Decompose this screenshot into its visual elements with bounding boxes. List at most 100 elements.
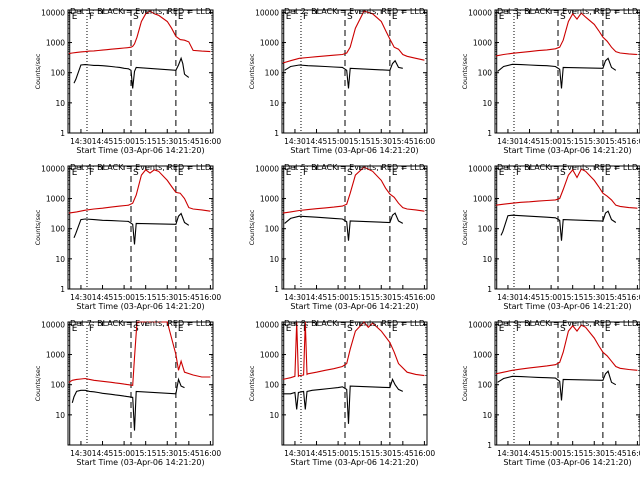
y-axis-label: Counts/sec: [248, 53, 256, 89]
y-axis-label: Counts/sec: [34, 53, 42, 89]
plot-frame: [494, 321, 640, 446]
chart-title: Det 1: BLACK = Events, RED = LLD: [70, 7, 211, 16]
y-tick-label: 10000: [468, 8, 492, 17]
x-tick-label: 14:30: [70, 449, 92, 458]
series-line-black: [497, 57, 617, 89]
x-tick-label: 15:00: [113, 137, 135, 146]
x-tick-label: 16:00: [414, 449, 436, 458]
chart-title: Det 6: BLACK = Events, RED = LLD: [497, 163, 638, 172]
y-tick-label: 100: [265, 225, 280, 234]
series-line-black: [284, 212, 404, 241]
event-marker: S: [347, 12, 353, 22]
x-tick-label: 15:45: [392, 293, 414, 302]
plot-frame: [494, 165, 640, 290]
y-tick-label: 10: [269, 255, 279, 264]
x-tick-label: 14:30: [497, 449, 519, 458]
y-axis-label: Counts/sec: [461, 365, 469, 401]
plot-frame: [281, 165, 428, 290]
y-tick-label: 1: [274, 129, 279, 138]
plot-frame: [67, 321, 214, 446]
plot-frame: [281, 9, 428, 134]
y-tick-label: 10000: [468, 320, 492, 329]
x-tick-label: 15:15: [135, 137, 157, 146]
x-tick-label: 14:30: [497, 293, 519, 302]
x-tick-label: 14:45: [92, 449, 114, 458]
x-axis-label: Start Time (03-Apr-06 14:21:20): [503, 458, 631, 467]
event-marker: S: [133, 12, 139, 22]
y-tick-label: 10000: [255, 320, 279, 329]
y-tick-label: 10: [482, 411, 492, 420]
x-tick-label: 15:15: [562, 137, 584, 146]
event-marker: E: [605, 12, 611, 22]
y-tick-label: 10000: [41, 8, 65, 17]
x-tick-label: 15:00: [540, 137, 562, 146]
y-tick-label: 1000: [46, 39, 65, 48]
y-tick-label: 1: [274, 285, 279, 294]
event-marker: S: [347, 168, 353, 178]
y-tick-label: 1: [487, 441, 492, 450]
x-tick-label: 15:30: [583, 293, 605, 302]
x-tick-label: 14:45: [519, 449, 541, 458]
x-tick-label: 15:30: [583, 137, 605, 146]
event-marker: F: [516, 168, 521, 178]
y-tick-label: 100: [265, 381, 280, 390]
chart-panel-1: 1 10 100 1000 10000 14:30 14:45 15:00 15:15 15:30…: [34, 7, 221, 155]
x-tick-label: 15:00: [327, 293, 349, 302]
series-line-black: [497, 370, 617, 401]
x-tick-label: 15:15: [349, 293, 371, 302]
x-tick-label: 15:00: [113, 293, 135, 302]
series-line-red: [495, 12, 638, 57]
y-tick-label: 1000: [473, 195, 492, 204]
y-tick-label: 100: [51, 381, 66, 390]
event-marker: F: [303, 168, 308, 178]
series-line-black: [73, 56, 190, 89]
y-tick-label: 1000: [46, 195, 65, 204]
event-marker: E: [286, 324, 292, 334]
y-axis-label: Counts/sec: [34, 365, 42, 401]
x-tick-label: 15:45: [178, 293, 200, 302]
x-axis-label: Start Time (03-Apr-06 14:21:20): [76, 302, 204, 311]
x-tick-label: 14:45: [92, 137, 114, 146]
event-marker: F: [303, 12, 308, 22]
x-tick-label: 14:45: [519, 137, 541, 146]
x-tick-label: 14:30: [284, 449, 306, 458]
series-line-black: [282, 377, 404, 424]
chart-panel-5: 1 10 100 1000 10000 14:30 14:45 15:00 15:15 15:30…: [248, 163, 435, 311]
event-marker: E: [72, 324, 78, 334]
series-line-black: [284, 59, 403, 89]
x-axis-label: Start Time (03-Apr-06 14:21:20): [76, 146, 204, 155]
y-tick-label: 10: [482, 255, 492, 264]
series-line-red: [68, 321, 211, 387]
x-tick-label: 16:00: [414, 293, 436, 302]
event-marker: E: [286, 12, 292, 22]
event-marker: E: [392, 324, 398, 334]
event-marker: E: [178, 12, 184, 22]
y-tick-label: 1: [60, 129, 65, 138]
x-tick-label: 16:00: [627, 293, 640, 302]
x-tick-label: 15:00: [540, 449, 562, 458]
y-tick-label: 10: [269, 99, 279, 108]
event-marker: E: [499, 12, 505, 22]
series-line-red: [68, 169, 211, 214]
y-tick-label: 10000: [255, 164, 279, 173]
event-marker: S: [560, 12, 566, 22]
chart-title: Det 8: BLACK = Events, RED = LLD: [284, 319, 425, 328]
event-marker: F: [89, 12, 94, 22]
x-tick-label: 15:45: [178, 137, 200, 146]
x-tick-label: 15:45: [605, 137, 627, 146]
x-axis-label: Start Time (03-Apr-06 14:21:20): [290, 302, 418, 311]
x-tick-label: 15:30: [156, 293, 178, 302]
x-tick-label: 14:45: [519, 293, 541, 302]
y-tick-label: 10: [55, 255, 65, 264]
y-axis-label: Counts/sec: [34, 209, 42, 245]
x-tick-label: 16:00: [627, 137, 640, 146]
y-tick-label: 1000: [46, 351, 65, 360]
y-axis-label: Counts/sec: [248, 209, 256, 245]
event-marker: F: [89, 168, 94, 178]
x-tick-label: 15:30: [156, 137, 178, 146]
event-marker: S: [133, 168, 139, 178]
y-axis-label: Counts/sec: [248, 365, 256, 401]
series-line-red: [495, 168, 638, 209]
x-tick-label: 15:30: [370, 137, 392, 146]
